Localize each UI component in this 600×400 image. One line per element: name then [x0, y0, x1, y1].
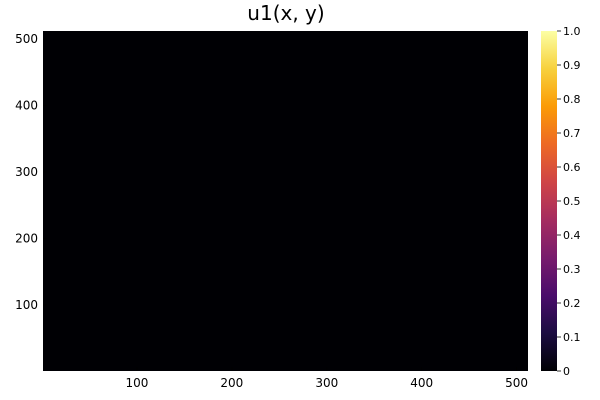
colorbar-tick-label: 0.7 — [563, 127, 581, 140]
heatmap-plot-area — [43, 31, 528, 371]
y-tick-label: 500 — [15, 32, 38, 46]
x-tick-label: 300 — [315, 376, 338, 390]
x-tick-label: 400 — [410, 376, 433, 390]
y-axis: 100 200 300 400 500 — [15, 32, 47, 312]
x-tick-label: 100 — [126, 376, 149, 390]
y-tick-label: 100 — [15, 298, 38, 312]
chart-title: u1(x, y) — [247, 1, 324, 25]
y-tick-label: 200 — [15, 232, 38, 246]
colorbar-tick-label: 0.4 — [563, 229, 581, 242]
colorbar-tick-label: 0.8 — [563, 93, 581, 106]
colorbar-tick-label: 0.6 — [563, 161, 581, 174]
colorbar-tick-label: 0 — [563, 365, 570, 378]
x-tick-label: 500 — [505, 376, 528, 390]
colorbar-tick-label: 1.0 — [563, 25, 581, 38]
colorbar-tick-label: 0.1 — [563, 331, 581, 344]
x-axis: 100 200 300 400 500 — [126, 367, 528, 390]
x-tick-label: 200 — [220, 376, 243, 390]
colorbar — [541, 31, 557, 371]
colorbar-tick-label: 0.2 — [563, 297, 581, 310]
y-tick-label: 300 — [15, 165, 38, 179]
colorbar-tick-label: 0.3 — [563, 263, 581, 276]
colorbar-tick-label: 0.5 — [563, 195, 581, 208]
colorbar-tick-label: 0.9 — [563, 59, 581, 72]
y-tick-label: 400 — [15, 99, 38, 113]
colorbar-axis: 0 0.1 0.2 0.3 0.4 0.5 0.6 0.7 0.8 0.9 1.0 — [557, 25, 581, 378]
